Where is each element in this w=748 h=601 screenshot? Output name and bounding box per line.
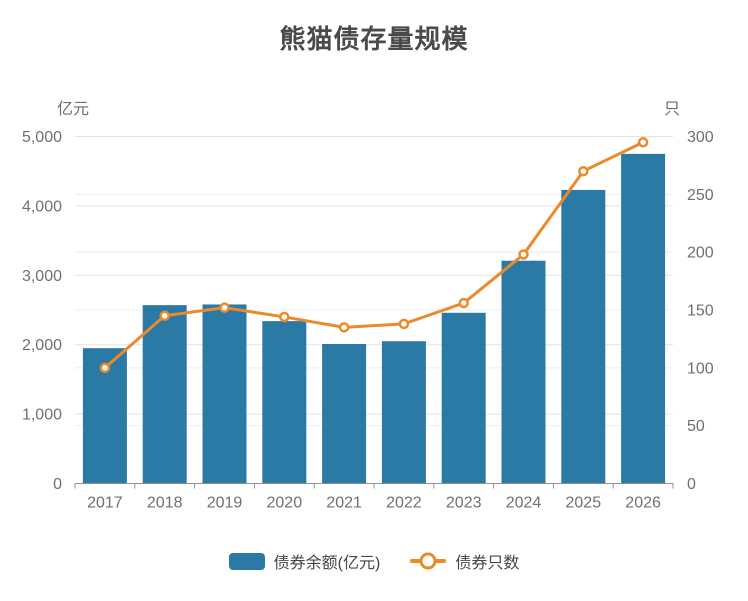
x-axis-tick-label: 2020: [267, 495, 303, 512]
y-axis-tick-label-left: 3,000: [22, 268, 62, 285]
line-marker-2019: [219, 302, 230, 313]
x-axis-tick-label: 2022: [386, 495, 422, 512]
bar-2026: [621, 153, 666, 484]
y-axis-tick-label-right: 50: [687, 418, 705, 435]
line-marker-2022: [398, 318, 410, 330]
line-marker-2024: [518, 249, 529, 260]
bar-2024: [501, 260, 546, 484]
y-axis-tick-label-right: 150: [687, 303, 714, 320]
line-swatch-circle: [419, 552, 437, 570]
bar-2019: [202, 304, 247, 484]
y-axis-tick-label-right: 0: [687, 476, 696, 493]
line-marker-2018: [159, 310, 170, 322]
y-axis-tick-label-left: 4,000: [22, 198, 62, 215]
y-axis-tick-label-right: 100: [687, 360, 714, 377]
chart-title: 熊猫债存量规模: [279, 24, 469, 54]
x-axis-tick-label: 2019: [207, 495, 243, 512]
line-marker-2025: [578, 165, 589, 177]
legend-item-bond-balance[interactable]: 债券余额(亿元): [228, 549, 381, 573]
x-axis-tick-label: 2024: [506, 495, 542, 512]
x-axis-tick-label: 2021: [326, 495, 362, 512]
bar-2022: [381, 341, 426, 484]
x-axis-tick-label: 2023: [446, 495, 482, 512]
legend-label-bond-balance: 债券余额(亿元): [273, 555, 381, 572]
line-marker-2020: [279, 311, 290, 323]
y-axis-tick-label-right: 300: [687, 129, 714, 146]
x-axis-tick-label: 2026: [625, 495, 661, 512]
y-axis-tick-label-right: 200: [687, 245, 714, 262]
left-axis-name: 亿元: [56, 101, 89, 118]
line-marker-2023: [458, 297, 469, 309]
bar-2025: [561, 189, 606, 484]
line-marker-2017: [99, 362, 111, 374]
y-axis-tick-label-left: 1,000: [22, 407, 62, 424]
y-axis-tick-label-right: 250: [687, 187, 714, 204]
bar-series: [82, 153, 666, 484]
x-axis: [74, 483, 674, 489]
line-series: [103, 140, 645, 370]
y-axis-tick-label-left: 2,000: [22, 337, 62, 354]
line-series-marker-icon: [410, 552, 447, 570]
line-markers: [99, 137, 649, 374]
legend-item-bond-count[interactable]: 债券只数: [410, 549, 519, 573]
x-axis-tick-label: 2017: [87, 495, 123, 512]
line-marker-2026: [637, 137, 649, 148]
legend: 债券余额(亿元) 债券只数: [0, 549, 748, 573]
right-axis-name: 只: [663, 101, 680, 118]
bar-2023: [441, 312, 486, 484]
bar-series-swatch-icon: [228, 552, 265, 570]
y-axis-tick-label-left: 5,000: [22, 129, 62, 146]
line-marker-2021: [338, 322, 350, 333]
x-axis-tick-label: 2025: [566, 495, 602, 512]
bar-2018: [142, 305, 187, 484]
x-axis-tick-label: 2018: [147, 495, 183, 512]
legend-label-bond-count: 债券只数: [455, 555, 520, 572]
y-axis-tick-label-left: 0: [53, 476, 62, 493]
bar-2020: [262, 321, 307, 484]
bar-2021: [322, 344, 367, 484]
